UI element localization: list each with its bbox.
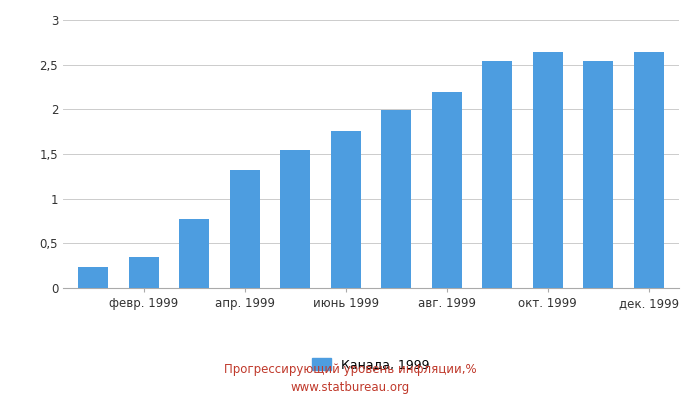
Bar: [280, 150, 310, 288]
Text: Прогрессирующий уровень инфляции,%: Прогрессирующий уровень инфляции,%: [224, 364, 476, 376]
Bar: [230, 170, 260, 288]
Bar: [129, 257, 159, 288]
Bar: [78, 266, 108, 288]
Legend: Канада, 1999: Канада, 1999: [307, 353, 435, 376]
Bar: [533, 52, 563, 288]
Bar: [583, 61, 613, 288]
Bar: [432, 92, 462, 288]
Bar: [381, 110, 412, 288]
Bar: [482, 61, 512, 288]
Bar: [634, 52, 664, 288]
Bar: [179, 219, 209, 288]
Bar: [330, 131, 361, 288]
Text: www.statbureau.org: www.statbureau.org: [290, 382, 410, 394]
